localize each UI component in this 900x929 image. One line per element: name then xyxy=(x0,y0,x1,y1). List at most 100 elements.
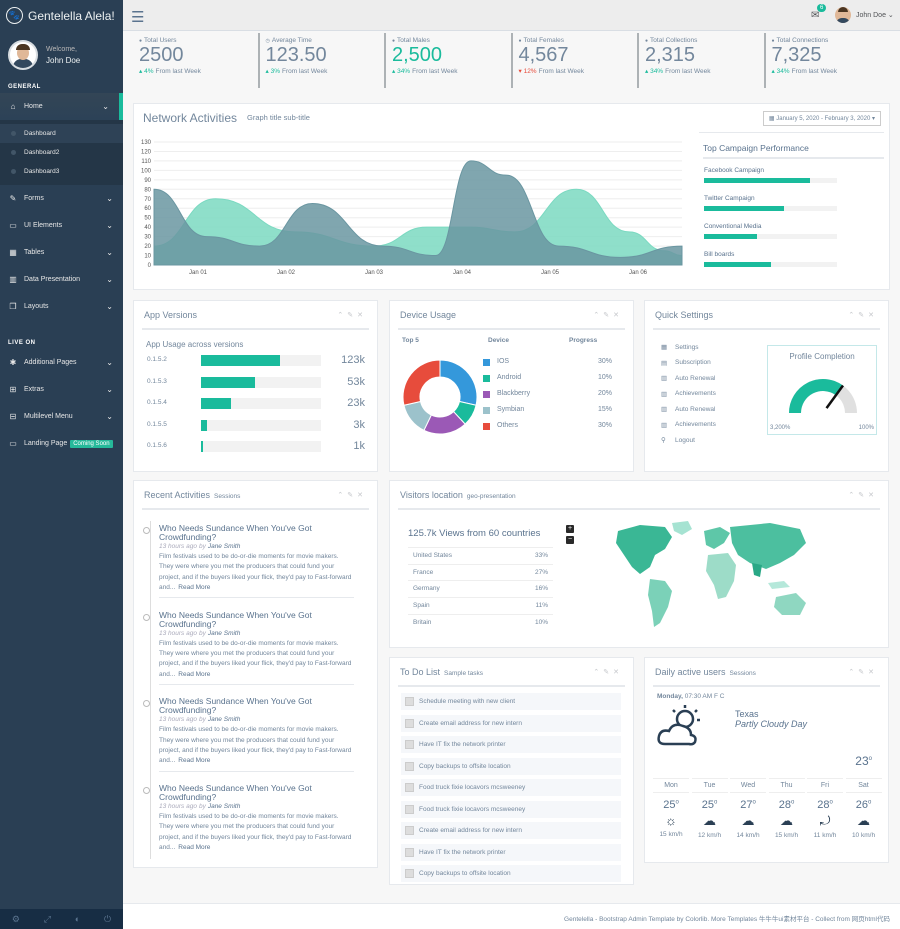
todo-text: Food truck fixie locavors mcsweeney xyxy=(419,805,526,813)
device-pct: 30% xyxy=(598,422,613,429)
activity-author[interactable]: Jane Smith xyxy=(207,803,241,811)
activity-title[interactable]: Who Needs Sundance When You've Got Crowd… xyxy=(159,696,312,716)
stat-change-pct: 34% xyxy=(397,68,411,75)
forecast-temp: 25o xyxy=(653,799,689,811)
read-more-link[interactable]: Read More xyxy=(178,670,211,678)
todo-checkbox[interactable] xyxy=(405,740,414,749)
activity-author[interactable]: Jane Smith xyxy=(207,716,241,724)
todo-checkbox[interactable] xyxy=(405,847,414,857)
world-map[interactable] xyxy=(610,519,820,644)
fullscreen-icon[interactable]: ⤢ xyxy=(43,913,51,924)
close-icon[interactable]: ✕ xyxy=(357,312,367,319)
wrench-icon[interactable]: ✎ xyxy=(858,492,869,499)
divider xyxy=(159,683,354,685)
sidebar-item-home[interactable]: ⌂ Home ⌄ xyxy=(0,93,123,120)
activity-title[interactable]: Who Needs Sundance When You've Got Crowd… xyxy=(159,609,312,629)
brand[interactable]: 🐾 Gentelella Alela! xyxy=(0,0,123,31)
todo-checkbox[interactable] xyxy=(405,697,414,706)
todo-checkbox[interactable] xyxy=(405,783,414,792)
todo-checkbox[interactable] xyxy=(405,718,414,728)
collapse-icon[interactable]: ⌃ xyxy=(337,312,348,319)
user-avatar[interactable] xyxy=(835,7,851,23)
sidebar-subitem-dashboard3[interactable]: Dashboard3 xyxy=(0,162,123,181)
map-zoom-out-button[interactable]: − xyxy=(566,536,574,544)
todo-checkbox[interactable] xyxy=(405,804,414,814)
degree-symbol: o xyxy=(752,799,756,806)
wrench-icon[interactable]: ✎ xyxy=(858,312,869,319)
sidebar-item-layouts[interactable]: ❐ Layouts ⌄ xyxy=(0,293,123,320)
wrench-icon[interactable]: ✎ xyxy=(347,312,358,319)
quick-setting-item[interactable]: ⚲ Logout xyxy=(661,436,695,445)
close-icon[interactable]: ✕ xyxy=(613,669,623,676)
todo-checkbox[interactable] xyxy=(405,761,414,771)
quick-setting-item[interactable]: ▥ Achievements xyxy=(661,421,716,429)
x-tick-label: Jan 05 xyxy=(541,270,560,276)
collapse-icon[interactable]: ⌃ xyxy=(337,492,348,499)
stat-label: ● Total Females xyxy=(519,37,632,44)
read-more-link[interactable]: Read More xyxy=(178,583,211,591)
forecast-wind: 10 km/h xyxy=(851,832,876,839)
close-icon[interactable]: ✕ xyxy=(868,492,878,499)
sidebar-item-multilevel-menu[interactable]: ⊟ Multilevel Menu ⌄ xyxy=(0,403,123,430)
avatar[interactable] xyxy=(8,40,38,70)
collapse-icon[interactable]: ⌃ xyxy=(848,492,859,499)
wrench-icon[interactable]: ✎ xyxy=(603,669,614,676)
close-icon[interactable]: ✕ xyxy=(868,669,878,676)
quick-setting-item[interactable]: ▥ Achievements xyxy=(661,390,716,398)
quick-setting-icon: ▤ xyxy=(661,359,668,367)
close-icon[interactable]: ✕ xyxy=(357,492,367,499)
sidebar-item-extras[interactable]: ⊞ Extras ⌄ xyxy=(0,376,123,403)
sidebar-item-ui-elements[interactable]: ▭ UI Elements ⌄ xyxy=(0,212,123,239)
user-menu[interactable]: John Doe ⌄ xyxy=(856,11,894,19)
activity-author[interactable]: Jane Smith xyxy=(207,629,241,637)
weather-unit-toggle[interactable]: F C xyxy=(713,693,725,700)
collapse-icon[interactable]: ⌃ xyxy=(848,669,859,676)
sitemap-icon: ⊟ xyxy=(9,412,17,421)
date-range-picker[interactable]: ▦ January 5, 2020 - February 3, 2020 ▾ xyxy=(762,111,881,126)
chevron-down-icon: ⌄ xyxy=(106,275,113,284)
user-icon: ● xyxy=(645,38,649,44)
todo-item: Copy backups to offsite location xyxy=(401,757,621,776)
visitor-pct: 10% xyxy=(534,618,548,626)
todo-checkbox[interactable] xyxy=(405,826,414,835)
quick-setting-item[interactable]: ▤ Subscription xyxy=(661,359,711,367)
activity-author[interactable]: Jane Smith xyxy=(207,543,241,550)
quick-setting-item[interactable]: ▥ Auto Renewal xyxy=(661,405,715,414)
sidebar-subitem-dashboard2[interactable]: Dashboard2 xyxy=(0,143,123,162)
stat-change-note: From last Week xyxy=(665,68,711,75)
todo-checkbox[interactable] xyxy=(405,869,414,878)
lock-icon[interactable]: ◐ xyxy=(74,914,81,924)
mail-icon[interactable]: ✉ xyxy=(811,10,820,21)
wrench-icon[interactable]: ✎ xyxy=(858,669,869,676)
activity-title[interactable]: Who Needs Sundance When You've Got Crowd… xyxy=(159,523,312,542)
settings-icon[interactable]: ⚙ xyxy=(11,913,20,924)
sidebar-item-label: Home xyxy=(24,103,43,110)
close-icon[interactable]: ✕ xyxy=(868,312,878,319)
tile-stats-row: ● Total Users 2500 ▴ 4% From last Week ◷ Avera… xyxy=(133,33,890,88)
map-zoom-in-button[interactable]: + xyxy=(566,525,574,533)
activity-title[interactable]: Who Needs Sundance When You've Got Crowd… xyxy=(159,783,312,803)
sort-asc-icon: ▴ xyxy=(139,68,145,75)
collapse-icon[interactable]: ⌃ xyxy=(593,669,604,676)
collapse-icon[interactable]: ⌃ xyxy=(848,312,859,319)
wrench-icon[interactable]: ✎ xyxy=(347,492,358,499)
sidebar-item-additional-pages[interactable]: ✱ Additional Pages ⌄ xyxy=(0,349,123,376)
quick-setting-item[interactable]: ▥ Auto Renewal xyxy=(661,374,715,383)
quick-setting-item[interactable]: ▦ Settings xyxy=(661,343,699,352)
wrench-icon[interactable]: ✎ xyxy=(603,312,614,319)
sort-asc-icon: ▴ xyxy=(265,68,271,75)
power-icon[interactable]: ⏻ xyxy=(103,913,112,924)
read-more-link[interactable]: Read More xyxy=(178,843,211,851)
close-icon[interactable]: ✕ xyxy=(613,312,623,319)
network-subtitle: Graph title sub-title xyxy=(247,113,310,122)
todo-text: Copy backups to offsite location xyxy=(419,870,511,877)
sidebar-item-landing-page[interactable]: ▭ Landing Page Coming Soon xyxy=(0,430,123,457)
sidebar-item-data-presentation[interactable]: ▥ Data Presentation ⌄ xyxy=(0,266,123,293)
sidebar-item-tables[interactable]: ▦ Tables ⌄ xyxy=(0,239,123,266)
sidebar-subitem-dashboard[interactable]: Dashboard xyxy=(0,124,123,143)
sidebar-item-forms[interactable]: ✎ Forms ⌄ xyxy=(0,185,123,212)
collapse-icon[interactable]: ⌃ xyxy=(593,312,604,319)
read-more-link[interactable]: Read More xyxy=(178,757,211,765)
stat-label-text: Total Connections xyxy=(776,37,829,44)
menu-toggle-icon[interactable]: ☰ xyxy=(131,9,145,26)
